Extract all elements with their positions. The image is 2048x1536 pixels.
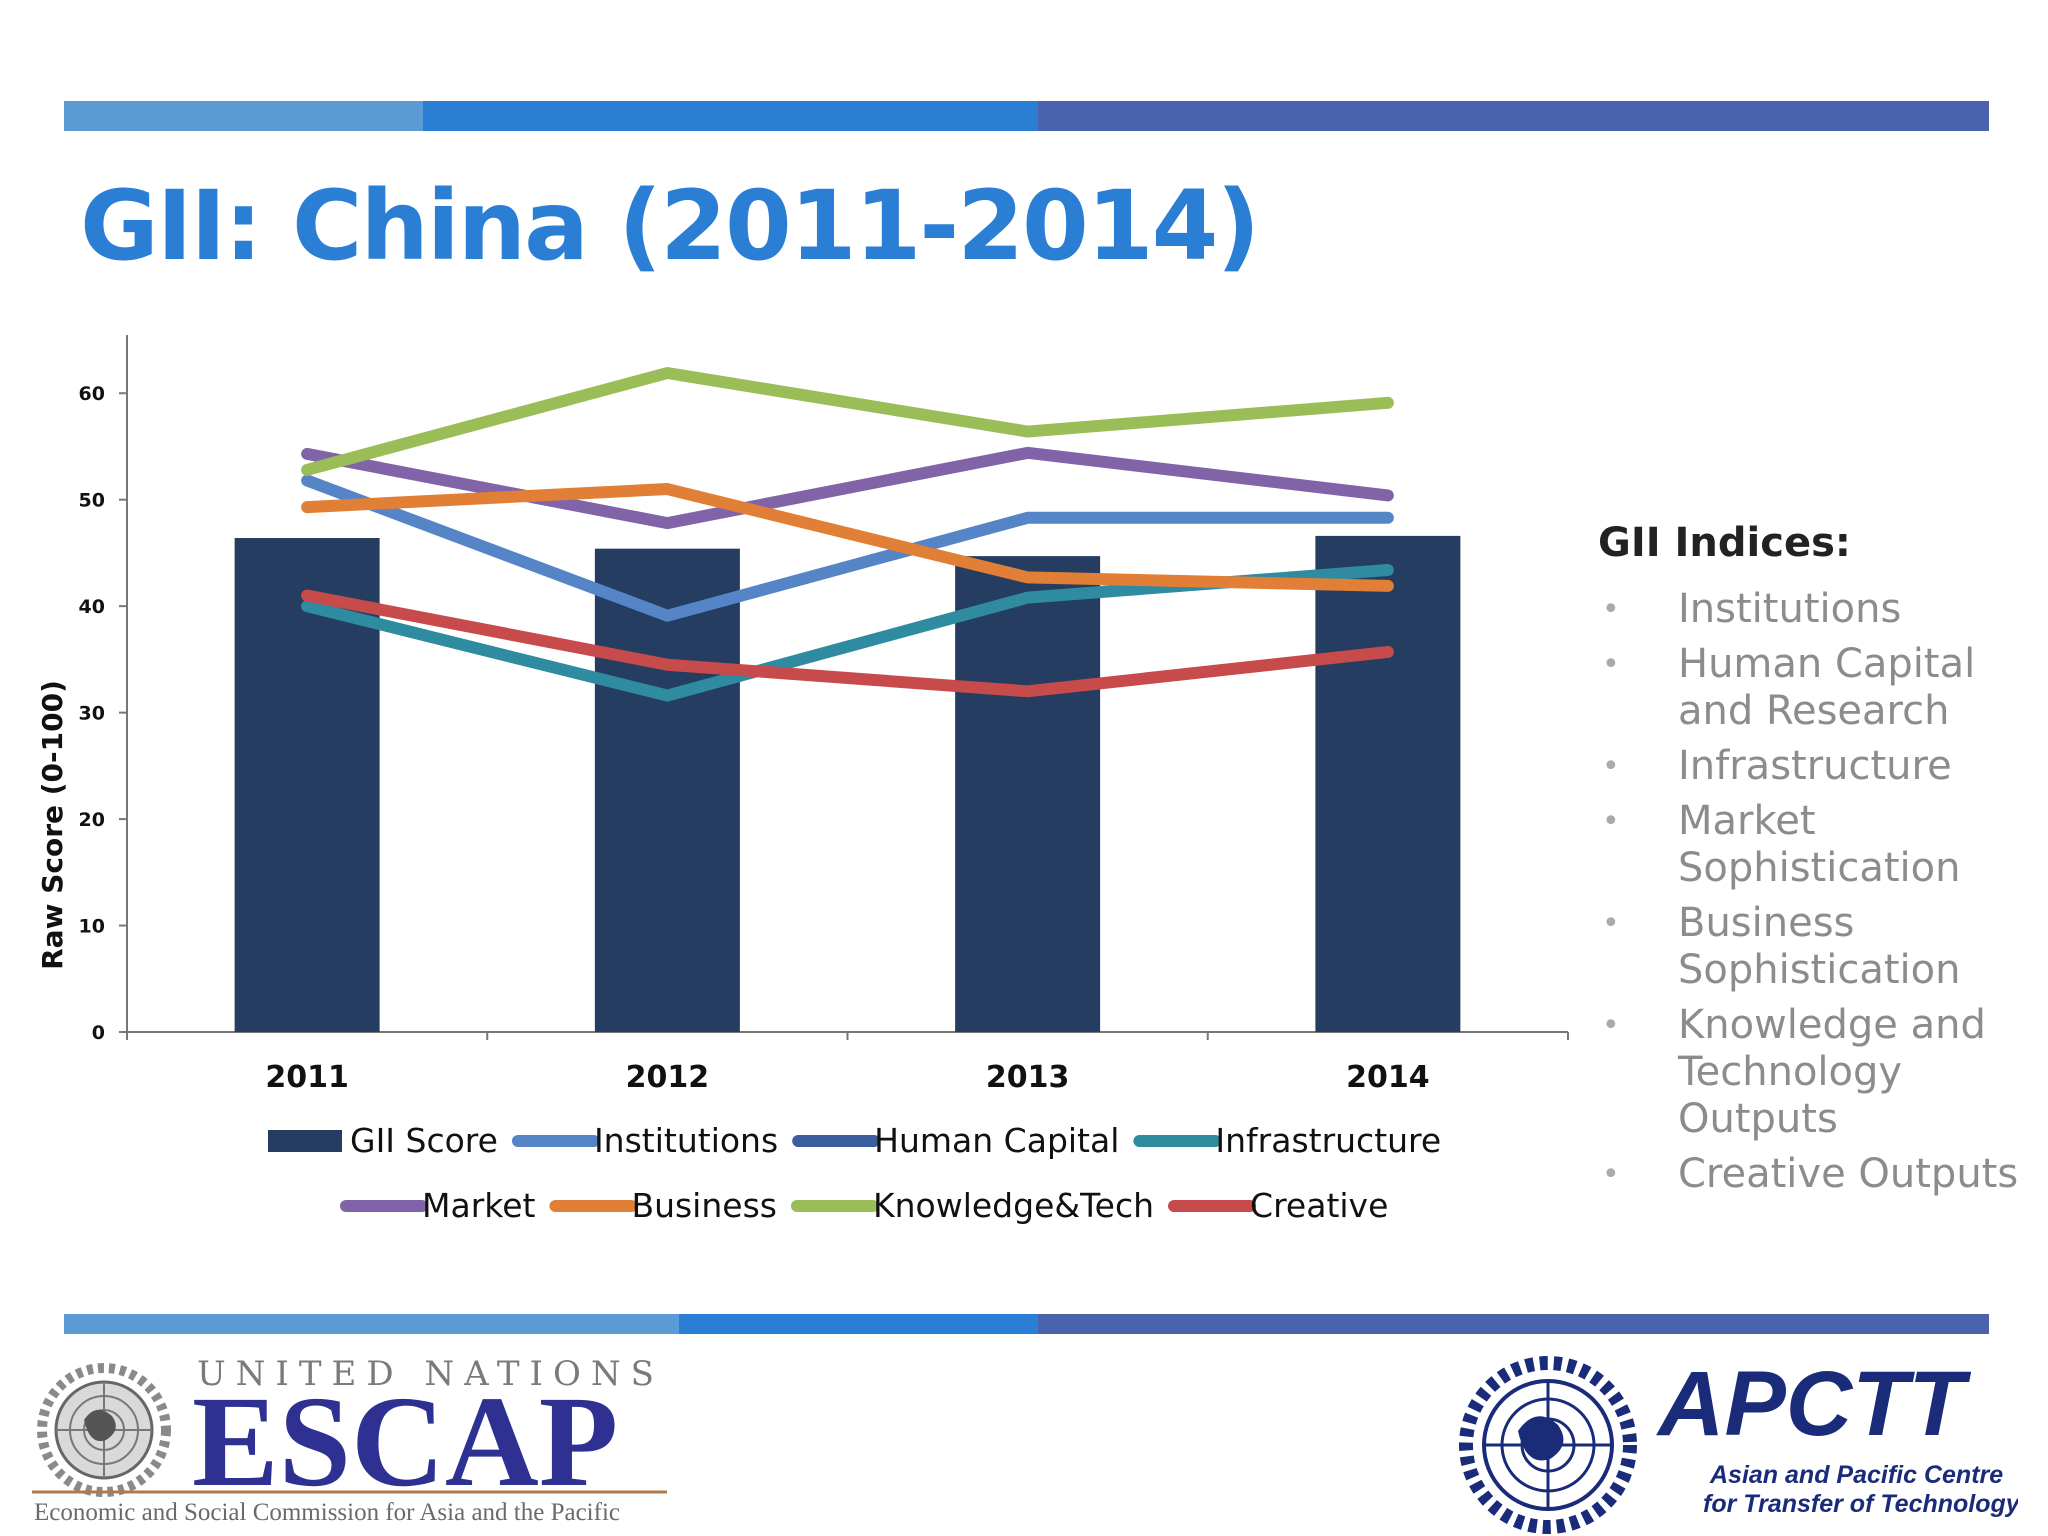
legend-label-institutions: Institutions: [594, 1121, 778, 1160]
legend-item-knowledge-tech: Knowledge&Tech: [790, 1186, 1154, 1225]
escap-top-text: UNITED NATIONS: [197, 1354, 664, 1394]
x-tick-label: 2014: [1346, 1060, 1430, 1095]
x-tick-label: 2012: [626, 1060, 710, 1095]
legend-label-creative: Creative: [1250, 1186, 1388, 1225]
y-axis-label: Raw Score (0-100): [36, 680, 69, 970]
bar-gii-score: [955, 556, 1101, 1032]
legend-label-business: Business: [631, 1186, 777, 1225]
indices-item: Knowledge and Technology Outputs: [1598, 1002, 2038, 1143]
apctt-main-text: APCTT: [1656, 1355, 1971, 1455]
indices-item: Institutions: [1598, 586, 2038, 633]
page-title: GII: China (2011-2014): [80, 170, 1260, 282]
series-line-market: [301, 446, 1394, 530]
chart-ticks: 0 10 20 30 40 50 60 2011 2012 2013 2014: [79, 383, 1430, 1095]
y-tick-label: 20: [79, 809, 105, 831]
bar-gii-score: [594, 548, 740, 1032]
indices-item: Human Capital and Research: [1598, 641, 2038, 735]
bottom-bar-segment-light: [64, 1314, 679, 1334]
series-line-knowledge-tech: [301, 367, 1394, 476]
escap-main-text: ESCAP: [192, 1370, 618, 1514]
y-tick-label: 0: [92, 1022, 105, 1044]
un-emblem-icon: [37, 1363, 171, 1497]
legend-label-infrastructure: Infrastructure: [1215, 1121, 1441, 1160]
escap-logo: UNITED NATIONS ESCAP Economic and Social…: [32, 1354, 667, 1526]
series-line-creative: [301, 589, 1394, 698]
legend-label-human-capital: Human Capital: [874, 1121, 1119, 1160]
y-tick-label: 10: [79, 916, 105, 938]
legend-swatch-gii-score: [268, 1130, 342, 1152]
legend-label-knowledge-tech: Knowledge&Tech: [873, 1186, 1154, 1225]
chart-lines: [301, 367, 1394, 702]
y-tick-label: 30: [79, 703, 105, 725]
legend-item-creative: Creative: [1168, 1186, 1388, 1225]
chart-bars: [234, 535, 1461, 1032]
apctt-logo: APCTT Asian and Pacific Centre for Trans…: [1459, 1355, 2018, 1534]
series-line-institutions: [301, 474, 1394, 622]
indices-item: Business Sophistication: [1598, 900, 2038, 994]
x-tick-label: 2013: [986, 1060, 1070, 1095]
indices-item: Infrastructure: [1598, 743, 2038, 790]
bottom-bar-segment-dark: [1038, 1314, 1989, 1334]
series-line-business: [301, 483, 1394, 592]
legend-item-institutions: Institutions: [511, 1121, 778, 1160]
indices-item: Market Sophistication: [1598, 798, 2038, 892]
indices-item: Creative Outputs: [1598, 1151, 2038, 1198]
bottom-color-bar: [64, 1314, 1989, 1334]
y-tick-label: 40: [79, 596, 105, 618]
legend-item-market: Market: [340, 1186, 535, 1225]
legend-item-business: Business: [549, 1186, 777, 1225]
y-tick-label: 60: [79, 383, 105, 405]
x-tick-label: 2011: [265, 1060, 349, 1095]
legend-item-gii-score: GII Score: [268, 1121, 498, 1160]
indices-title: GII Indices:: [1598, 520, 1851, 566]
bottom-bar-segment-mid: [679, 1314, 1038, 1334]
un-emblem-icon: [1459, 1356, 1637, 1534]
gii-chart: 0 10 20 30 40 50 60 2011 2012 2013 2014 Raw Score …: [36, 335, 1569, 1225]
top-bar-segment-light: [64, 101, 423, 131]
indices-list: Institutions Human Capital and Research …: [1598, 586, 2038, 1198]
bar-gii-score: [1315, 535, 1461, 1032]
legend-label-gii-score: GII Score: [350, 1121, 498, 1160]
legend-item-human-capital: Human Capital: [792, 1121, 1119, 1160]
escap-sub-text: Economic and Social Commission for Asia …: [34, 1499, 620, 1526]
legend-label-market: Market: [422, 1186, 535, 1225]
top-bar-segment-dark: [1038, 101, 1989, 131]
gii-indices-panel: GII Indices: Institutions Human Capital …: [1598, 520, 2038, 1206]
apctt-line1-text: Asian and Pacific Centre: [1709, 1461, 2003, 1489]
top-bar-segment-mid: [423, 101, 1038, 131]
y-tick-label: 50: [79, 490, 105, 512]
top-color-bar: [64, 101, 1989, 131]
chart-legend: GII Score Institutions Human Capital Infras…: [268, 1121, 1441, 1225]
apctt-line2-text: for Transfer of Technology: [1703, 1490, 2018, 1518]
legend-item-infrastructure: Infrastructure: [1133, 1121, 1441, 1160]
